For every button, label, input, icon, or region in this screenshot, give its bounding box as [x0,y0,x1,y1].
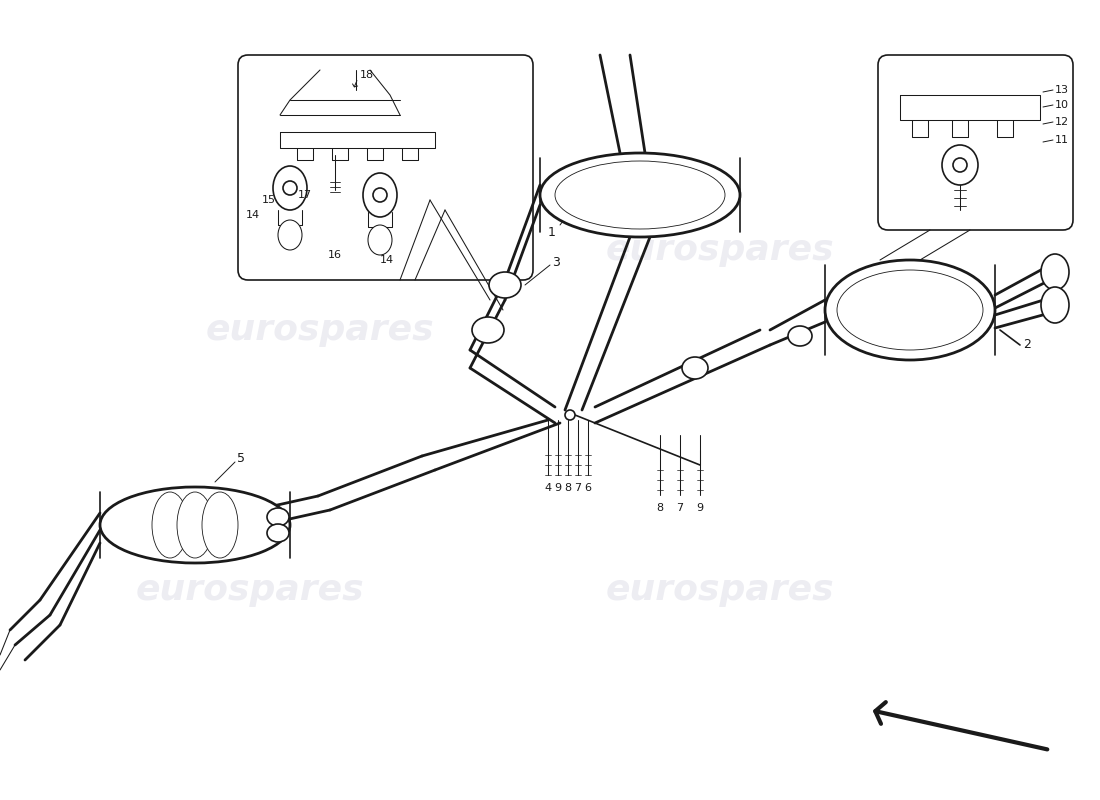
Text: 9: 9 [696,503,704,513]
Text: 8: 8 [657,503,663,513]
Text: 1: 1 [548,226,556,238]
Text: 13: 13 [1055,85,1069,95]
Text: 5: 5 [236,453,245,466]
Ellipse shape [267,524,289,542]
Circle shape [953,158,967,172]
Ellipse shape [682,357,708,379]
Text: eurospares: eurospares [206,313,434,347]
Ellipse shape [942,145,978,185]
Ellipse shape [267,508,289,526]
Circle shape [565,410,575,420]
Circle shape [373,188,387,202]
Text: eurospares: eurospares [606,573,834,607]
Ellipse shape [788,326,812,346]
Ellipse shape [825,260,996,360]
Ellipse shape [363,173,397,217]
Ellipse shape [202,492,238,558]
Text: 9: 9 [554,483,562,493]
Ellipse shape [1041,287,1069,323]
Text: 2: 2 [1023,338,1031,351]
Ellipse shape [1041,254,1069,290]
FancyBboxPatch shape [878,55,1072,230]
Text: 16: 16 [328,250,342,260]
Text: 14: 14 [246,210,260,220]
Text: 7: 7 [574,483,582,493]
Text: 11: 11 [1055,135,1069,145]
Text: eurospares: eurospares [135,573,364,607]
Ellipse shape [152,492,188,558]
Text: 15: 15 [262,195,276,205]
Ellipse shape [540,153,740,237]
Text: 14: 14 [379,255,394,265]
Ellipse shape [837,270,983,350]
Text: 10: 10 [1055,100,1069,110]
Ellipse shape [556,161,725,229]
Circle shape [283,181,297,195]
FancyBboxPatch shape [238,55,534,280]
Text: 6: 6 [584,483,592,493]
Ellipse shape [100,487,290,563]
Ellipse shape [273,166,307,210]
Ellipse shape [472,317,504,343]
Ellipse shape [278,220,303,250]
Text: 7: 7 [676,503,683,513]
Text: eurospares: eurospares [606,233,834,267]
Text: 18: 18 [360,70,374,80]
Ellipse shape [490,272,521,298]
Ellipse shape [368,225,392,255]
Text: 4: 4 [544,483,551,493]
Text: 17: 17 [298,190,312,200]
Text: 3: 3 [552,257,560,270]
Ellipse shape [177,492,213,558]
Text: 8: 8 [564,483,572,493]
Text: 12: 12 [1055,117,1069,127]
